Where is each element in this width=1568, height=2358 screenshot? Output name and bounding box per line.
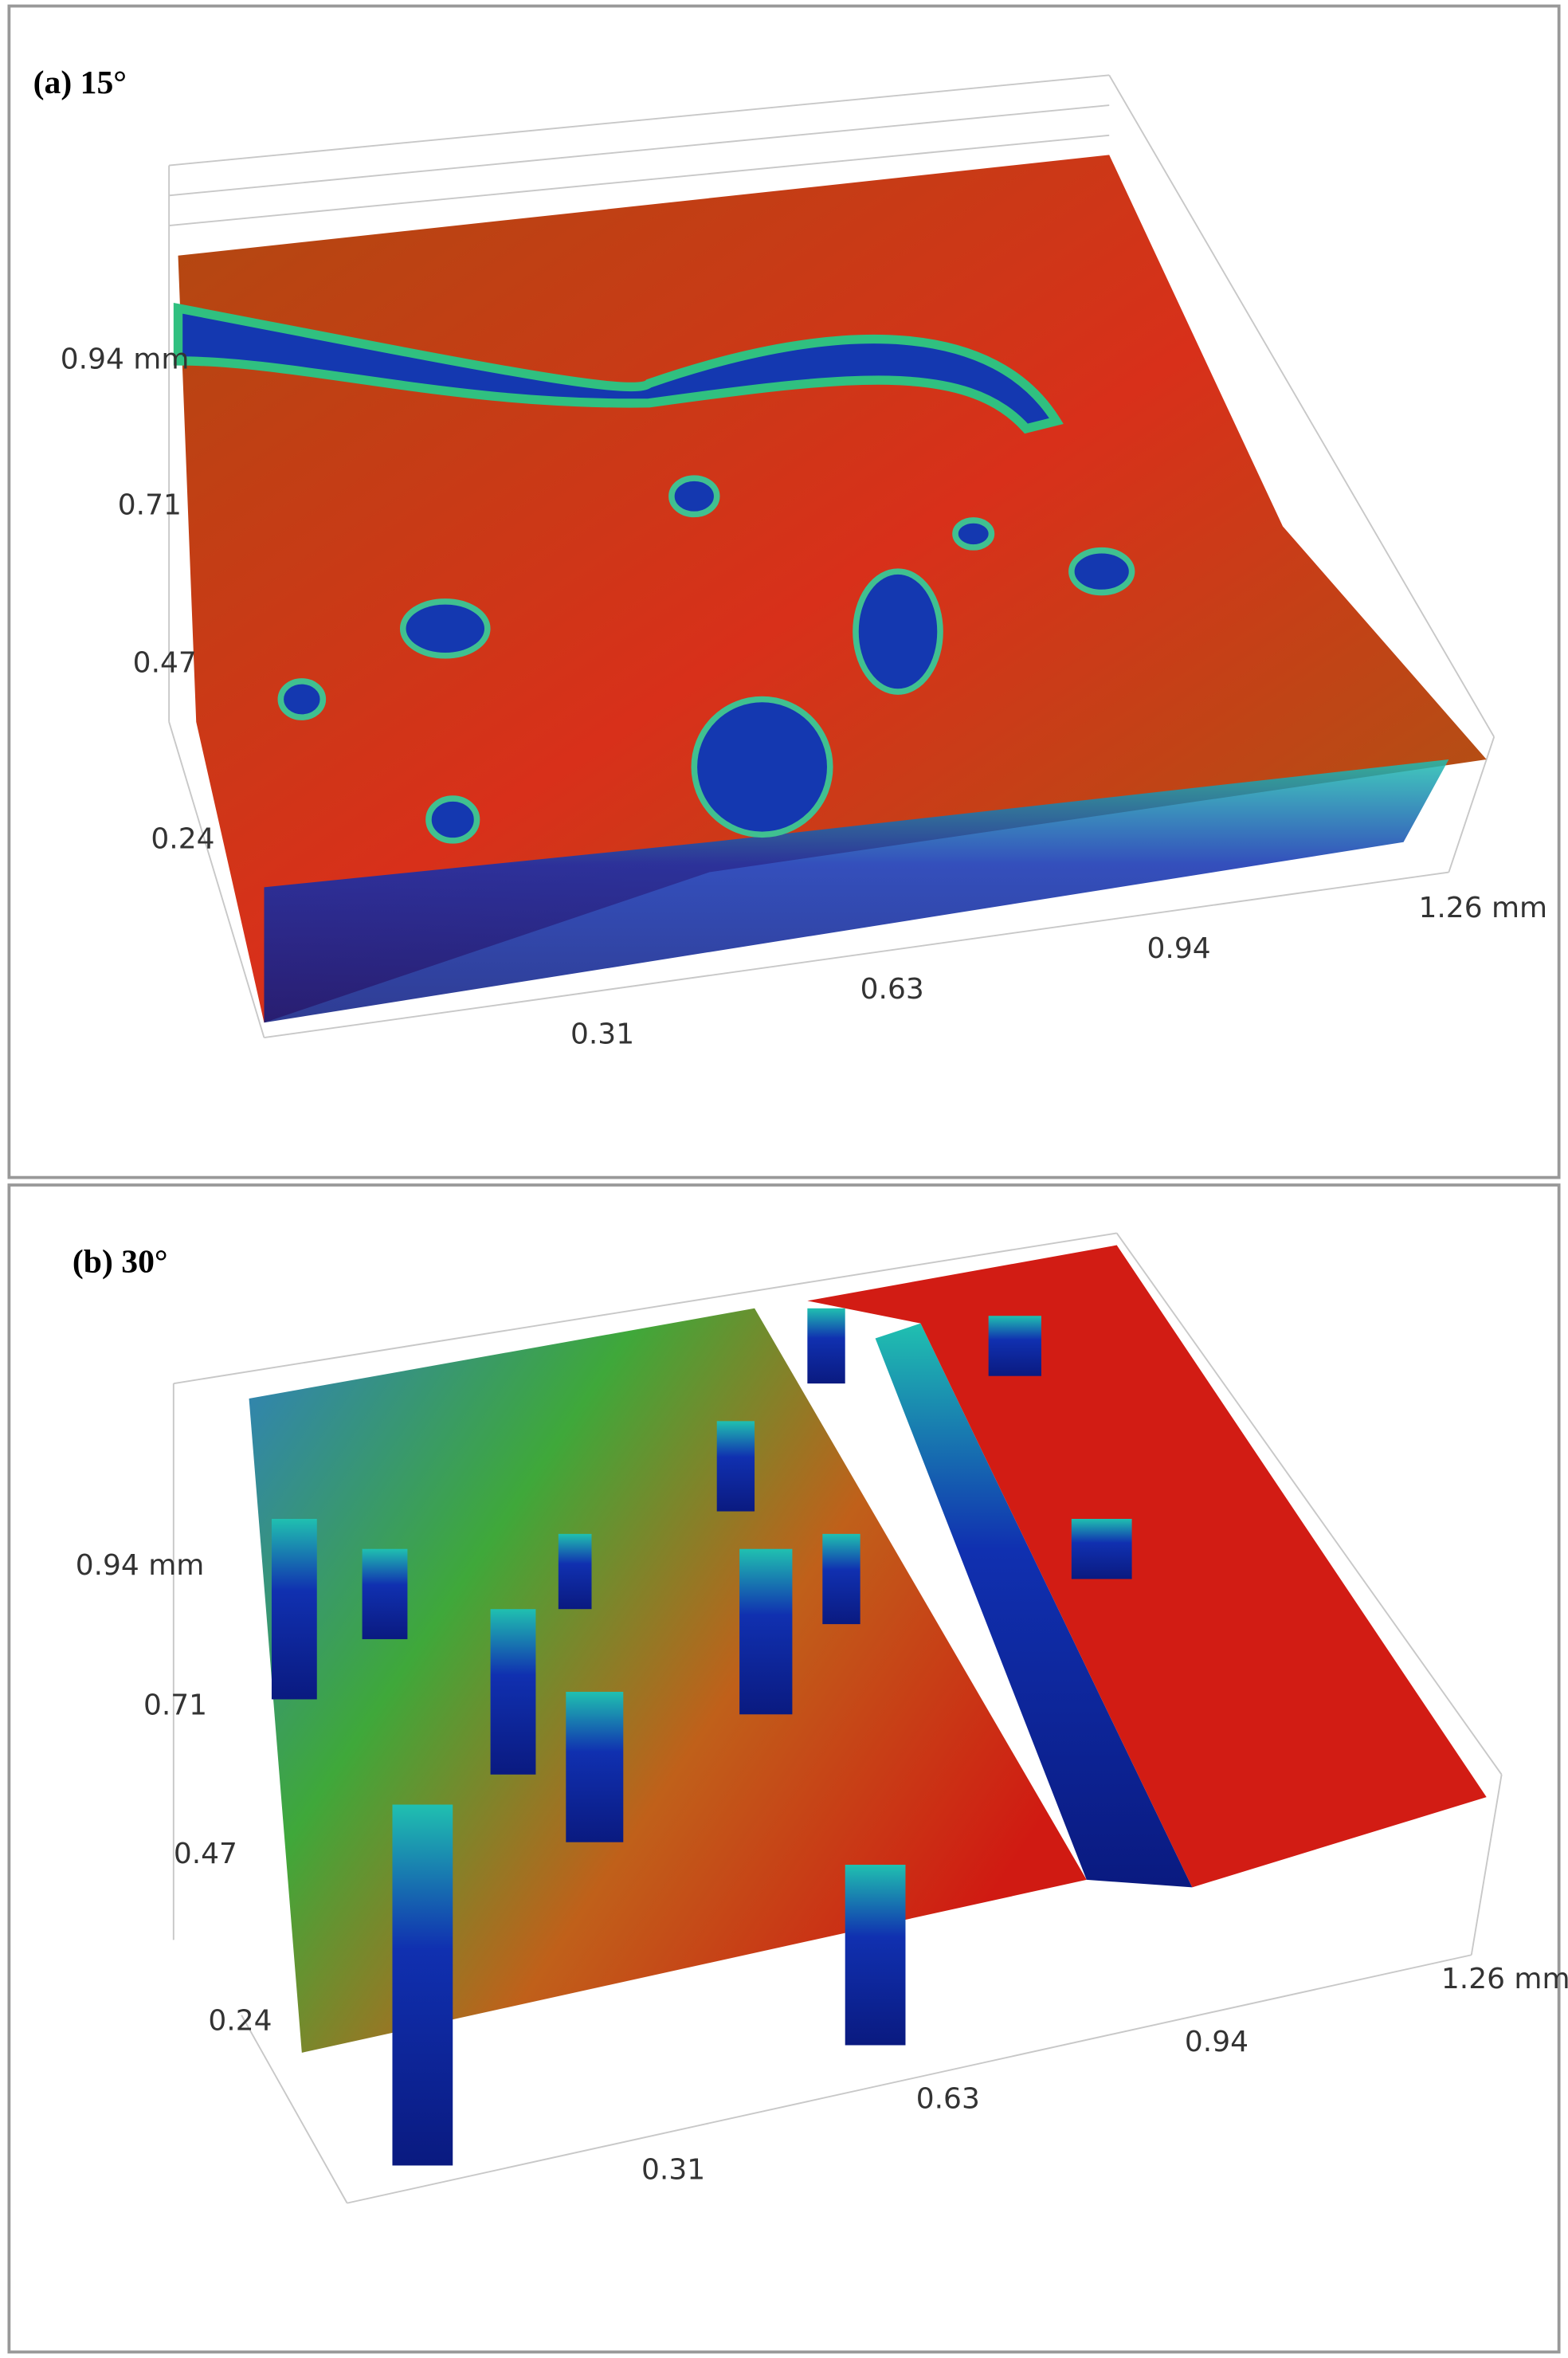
x-tick-label: 0.31: [641, 2153, 705, 2186]
x-tick-label: 0.94: [1185, 2026, 1249, 2058]
grid-box: [172, 1232, 1503, 2204]
x-tick-label: 1.26 mm: [1418, 892, 1547, 924]
y-tick-label: 0.71: [118, 488, 182, 521]
tick-labels: 0.94 mm 0.71 0.47 0.24 0.31 0.63 0.94 1.26 mm: [61, 343, 1547, 1050]
surface-edge: [264, 759, 1449, 1023]
y-tick-label: 0.47: [174, 1838, 237, 1870]
x-tick-label: 1.26 mm: [1441, 1963, 1568, 1995]
surface: [807, 1245, 1487, 1888]
groove: [173, 303, 1064, 434]
x-tick-label: 0.63: [860, 973, 924, 1006]
x-tick-label: 0.31: [570, 1018, 634, 1051]
y-tick-label: 0.47: [133, 647, 197, 680]
pits: [277, 475, 1135, 844]
x-tick-label: 0.63: [916, 2083, 980, 2116]
y-tick-label: 0.24: [208, 2005, 272, 2038]
y-tick-label: 0.94 mm: [76, 1549, 205, 1582]
y-tick-label: 0.94 mm: [61, 343, 190, 375]
cliff: [875, 1323, 1193, 1888]
x-tick-label: 0.94: [1147, 932, 1211, 965]
y-tick-label: 0.24: [151, 822, 214, 855]
y-tick-label: 0.71: [143, 1689, 207, 1721]
pits: [271, 1308, 1132, 2166]
panel-label: (b) 30°: [73, 1243, 168, 1281]
panel-label: (a) 15°: [33, 64, 127, 101]
tick-labels: 0.94 mm 0.71 0.47 0.24 0.31 0.63 0.94 1.26 mm: [76, 1549, 1568, 2187]
